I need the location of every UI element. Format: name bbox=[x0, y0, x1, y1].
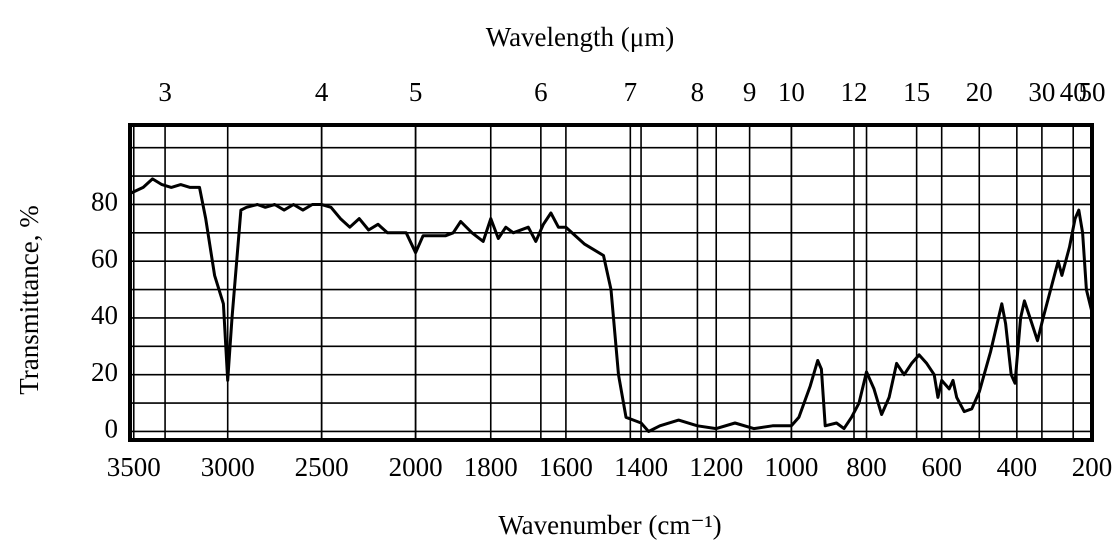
plot-frame bbox=[128, 123, 1094, 442]
top-tick-label: 12 bbox=[841, 77, 868, 107]
y-tick-label: 40 bbox=[91, 300, 118, 330]
top-tick-label: 30 bbox=[1028, 77, 1055, 107]
y-tick-label: 0 bbox=[105, 414, 119, 444]
x-tick-label: 2500 bbox=[295, 452, 349, 482]
top-tick-label: 50 bbox=[1079, 77, 1106, 107]
x-tick-label: 1600 bbox=[539, 452, 593, 482]
top-axis-title: Wavelength (μm) bbox=[486, 22, 675, 52]
top-tick-label: 10 bbox=[778, 77, 805, 107]
top-tick-label: 40 bbox=[1060, 77, 1087, 107]
x-tick-label: 400 bbox=[997, 452, 1038, 482]
x-tick-label: 2000 bbox=[389, 452, 443, 482]
x-tick-label: 200 bbox=[1072, 452, 1113, 482]
x-axis-title: Wavenumber (cm⁻¹) bbox=[498, 510, 721, 540]
y-tick-label: 60 bbox=[91, 243, 118, 273]
top-tick-label: 6 bbox=[534, 77, 548, 107]
y-tick-label: 20 bbox=[91, 357, 118, 387]
top-tick-label: 4 bbox=[315, 77, 329, 107]
top-tick-label: 3 bbox=[158, 77, 172, 107]
x-tick-label: 3500 bbox=[107, 452, 161, 482]
top-tick-label: 15 bbox=[903, 77, 930, 107]
x-tick-label: 800 bbox=[846, 452, 887, 482]
top-tick-label: 5 bbox=[409, 77, 423, 107]
x-tick-label: 1800 bbox=[464, 452, 518, 482]
spectrum-line bbox=[130, 177, 1094, 433]
y-axis-title: Transmittance, % bbox=[14, 205, 44, 394]
x-tick-label: 1000 bbox=[764, 452, 818, 482]
top-tick-label: 20 bbox=[966, 77, 993, 107]
x-tick-label: 1400 bbox=[614, 452, 668, 482]
x-tick-label: 1200 bbox=[689, 452, 743, 482]
x-tick-label: 3000 bbox=[201, 452, 255, 482]
top-tick-label: 7 bbox=[624, 77, 638, 107]
top-tick-label: 9 bbox=[743, 77, 757, 107]
top-tick-label: 8 bbox=[691, 77, 705, 107]
x-tick-label: 600 bbox=[921, 452, 962, 482]
y-tick-label: 80 bbox=[91, 187, 118, 217]
